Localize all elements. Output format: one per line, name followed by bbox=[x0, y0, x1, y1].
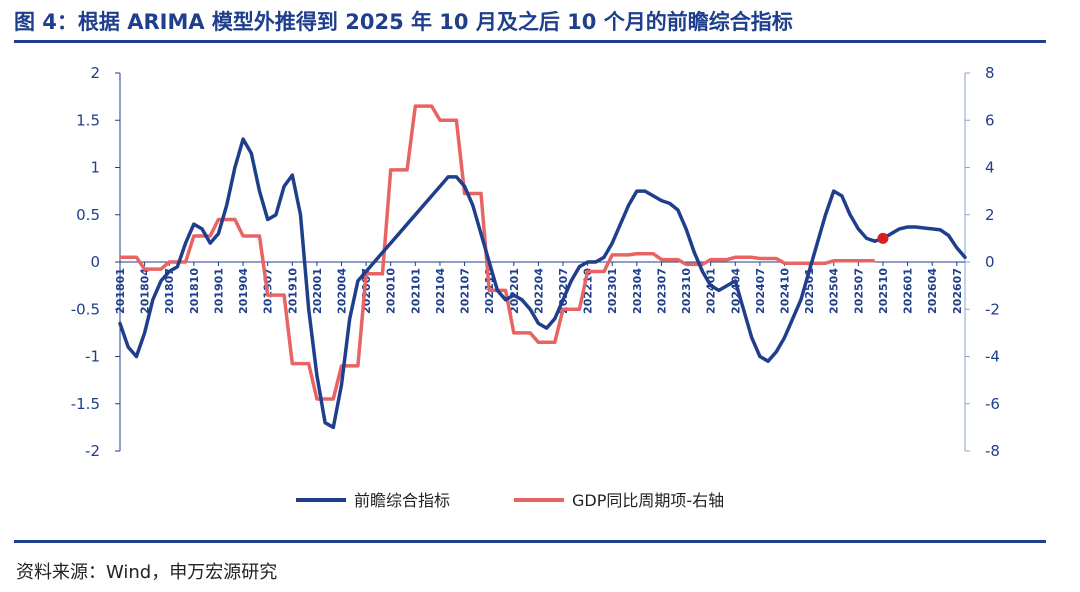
series-lines bbox=[118, 104, 967, 430]
right-tick-label: -2 bbox=[985, 300, 1000, 318]
x-tick-label: 201904 bbox=[237, 268, 250, 314]
left-axis: 2 1.5 1 0.5 0 -0.5 -1 -1.5 -2 bbox=[71, 64, 120, 460]
x-tick-label: 201807 bbox=[163, 268, 176, 314]
right-tick-label: 0 bbox=[985, 253, 995, 271]
chart-title: 图 4：根据 ARIMA 模型外推得到 2025 年 10 月及之后 10 个月… bbox=[14, 10, 793, 34]
x-tick-label: 202307 bbox=[655, 268, 668, 314]
x-tick-label: 202507 bbox=[852, 268, 865, 314]
title-rule bbox=[14, 40, 1046, 43]
x-tick-label: 202204 bbox=[532, 268, 545, 314]
series-line-composite-indicator bbox=[118, 137, 967, 430]
x-tick-label: 202601 bbox=[902, 268, 915, 314]
left-tick-label: 0.5 bbox=[76, 206, 100, 224]
right-tick-label: 6 bbox=[985, 111, 995, 129]
x-tick-label: 202410 bbox=[779, 268, 792, 314]
x-tick-label: 202101 bbox=[409, 268, 422, 314]
left-tick-label: 2 bbox=[90, 64, 100, 82]
source-note: 资料来源：Wind，申万宏源研究 bbox=[16, 562, 278, 583]
right-tick-label: -8 bbox=[985, 442, 1000, 460]
x-tick-label: 202304 bbox=[631, 268, 644, 314]
x-tick-label: 202010 bbox=[385, 268, 398, 314]
right-tick-label: -6 bbox=[985, 395, 1000, 413]
x-tick-label: 202301 bbox=[606, 268, 619, 314]
x-tick-label: 202404 bbox=[729, 268, 742, 314]
legend-label-0: 前瞻综合指标 bbox=[354, 491, 450, 510]
series-line-gdp-cycle bbox=[120, 104, 875, 401]
legend-label-1: GDP同比周期项-右轴 bbox=[572, 491, 724, 510]
x-tick-label: 202407 bbox=[754, 268, 767, 314]
x-tick-label: 202001 bbox=[311, 268, 324, 314]
right-axis: 8 6 4 2 0 -2 -4 -6 -8 bbox=[965, 64, 1000, 460]
x-tick-label: 202104 bbox=[434, 268, 447, 314]
x-axis: 201801 201804 201807 201810 201901 201904 2019… bbox=[114, 262, 964, 314]
x-tick-label: 201810 bbox=[188, 268, 201, 314]
footer-rule bbox=[14, 540, 1046, 543]
x-tick-label: 202310 bbox=[680, 268, 693, 314]
left-tick-label: 1.5 bbox=[76, 111, 100, 129]
forecast-start-point bbox=[877, 232, 889, 244]
chart: 2 1.5 1 0.5 0 -0.5 -1 -1.5 -2 8 6 4 2 0 -2 -4 -6 -8 2018… bbox=[71, 64, 1000, 510]
x-tick-label: 202604 bbox=[926, 268, 939, 314]
right-tick-label: 2 bbox=[985, 206, 995, 224]
x-tick-label: 202510 bbox=[877, 268, 890, 314]
legend: 前瞻综合指标 GDP同比周期项-右轴 bbox=[296, 491, 724, 510]
left-tick-label: -0.5 bbox=[71, 300, 100, 318]
left-tick-label: 1 bbox=[90, 159, 100, 177]
left-tick-label: -1.5 bbox=[71, 395, 100, 413]
left-tick-label: -1 bbox=[85, 348, 100, 366]
right-tick-label: -4 bbox=[985, 348, 1000, 366]
x-tick-label: 202607 bbox=[951, 268, 964, 314]
x-tick-label: 201910 bbox=[286, 268, 299, 314]
x-tick-label: 202004 bbox=[336, 268, 349, 314]
x-tick-label: 201901 bbox=[212, 268, 225, 314]
x-tick-label: 201801 bbox=[114, 268, 127, 314]
x-tick-label: 202201 bbox=[508, 268, 521, 314]
right-tick-label: 8 bbox=[985, 64, 995, 82]
x-tick-label: 202107 bbox=[459, 268, 472, 314]
left-tick-label: -2 bbox=[85, 442, 100, 460]
x-tick-label: 202504 bbox=[828, 268, 841, 314]
x-tick-label: 202401 bbox=[705, 268, 718, 314]
left-tick-label: 0 bbox=[90, 253, 100, 271]
right-tick-label: 4 bbox=[985, 159, 995, 177]
x-tick-label: 201804 bbox=[139, 268, 152, 314]
